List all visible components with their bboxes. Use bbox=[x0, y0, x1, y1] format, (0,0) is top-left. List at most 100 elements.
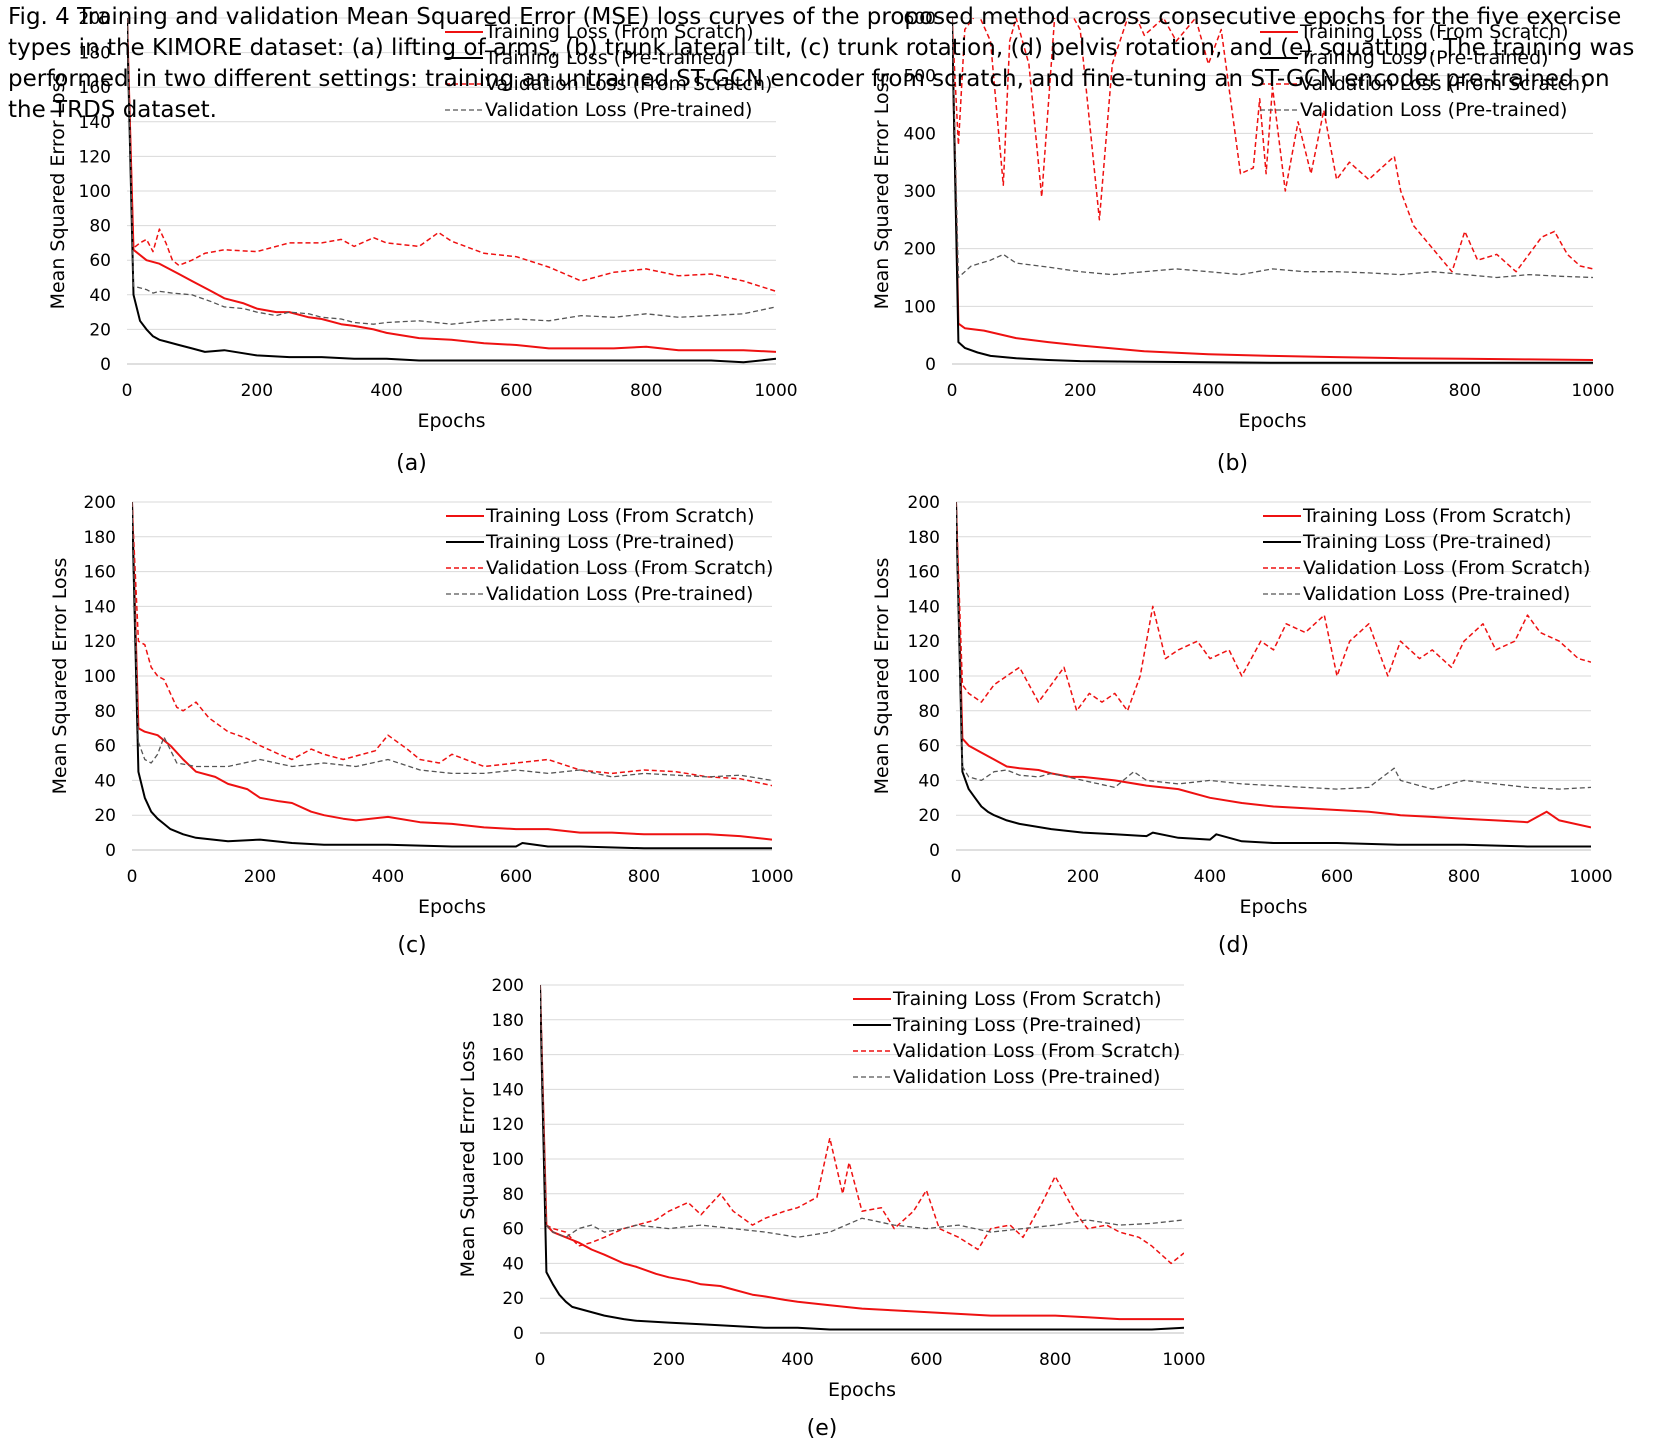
series-line-1 bbox=[132, 502, 772, 841]
y-tick-label: 0 bbox=[513, 1324, 524, 1344]
legend-label: Validation Loss (From Scratch) bbox=[485, 73, 772, 95]
y-tick-label: 0 bbox=[100, 355, 111, 375]
y-tick-label: 100 bbox=[904, 297, 936, 317]
y-tick-label: 140 bbox=[84, 597, 116, 617]
x-tick-label: 0 bbox=[947, 381, 958, 401]
y-axis-title: Mean Squared Error Loss bbox=[457, 1041, 479, 1278]
figure-caption: Fig. 4 Training and validation Mean Squa… bbox=[8, 4, 1635, 123]
x-tick-label: 400 bbox=[1194, 867, 1226, 887]
y-tick-label: 180 bbox=[84, 528, 116, 548]
y-tick-label: 80 bbox=[502, 1185, 524, 1205]
chart-panel-1: 0 20 40 60 80 100 120 140 160 180 200 0 200 400 600 800… bbox=[47, 9, 798, 476]
y-tick-label: 200 bbox=[79, 9, 111, 29]
x-tick-label: 1000 bbox=[1571, 381, 1614, 401]
y-axis-title: Mean Squared Error Loss bbox=[871, 73, 893, 310]
legend: Training Loss (From Scratch) Training Los… bbox=[1263, 505, 1590, 605]
y-tick-label: 180 bbox=[908, 528, 940, 548]
x-tick-label: 1000 bbox=[754, 381, 797, 401]
y-tick-label: 20 bbox=[94, 806, 116, 826]
series-line-2 bbox=[127, 18, 776, 364]
y-tick-label: 60 bbox=[94, 737, 116, 757]
legend-label: Validation Loss (Pre-trained) bbox=[893, 1066, 1160, 1088]
y-tick-label: 160 bbox=[79, 78, 111, 98]
x-tick-label: 0 bbox=[127, 867, 138, 887]
y-tick-label: 80 bbox=[918, 702, 940, 722]
series-line-1 bbox=[127, 18, 776, 353]
series-line-4 bbox=[956, 502, 1591, 790]
series-line-2 bbox=[132, 502, 772, 850]
series-line-2 bbox=[956, 502, 1591, 848]
y-tick-label: 0 bbox=[929, 841, 940, 861]
legend-label: Training Loss (From Scratch) bbox=[1302, 505, 1572, 527]
series-line-3 bbox=[952, 18, 1593, 273]
y-tick-label: 60 bbox=[89, 251, 111, 271]
x-tick-label: 800 bbox=[1449, 381, 1481, 401]
series-line-4 bbox=[132, 502, 772, 782]
chart-panel-5: 0 20 40 60 80 100 120 140 160 180 200 0 200 400 600 800… bbox=[457, 976, 1206, 1441]
legend: Training Loss (From Scratch) Training Los… bbox=[853, 988, 1180, 1088]
x-tick-label: 800 bbox=[1039, 1350, 1071, 1370]
legend-label: Validation Loss (Pre-trained) bbox=[485, 99, 752, 121]
x-tick-label: 1000 bbox=[1162, 1350, 1205, 1370]
x-axis-title: Epochs bbox=[1239, 896, 1307, 918]
x-tick-label: 400 bbox=[781, 1350, 813, 1370]
x-tick-label: 800 bbox=[628, 867, 660, 887]
y-tick-label: 200 bbox=[908, 493, 940, 513]
x-tick-label: 600 bbox=[1320, 381, 1352, 401]
y-tick-label: 80 bbox=[94, 702, 116, 722]
series-line-4 bbox=[952, 18, 1593, 279]
y-tick-label: 100 bbox=[84, 667, 116, 687]
y-tick-label: 40 bbox=[94, 771, 116, 791]
chart-panel-2: 0 100 200 300 400 500 600 0 200 400 600 800 1000 Epoc… bbox=[871, 9, 1615, 476]
chart-panel-3: 0 20 40 60 80 100 120 140 160 180 200 0 200 400 600 800… bbox=[49, 493, 794, 958]
y-tick-label: 180 bbox=[492, 1011, 524, 1031]
legend-label: Training Loss (From Scratch) bbox=[892, 988, 1162, 1010]
series-line-4 bbox=[540, 985, 1184, 1238]
x-tick-label: 0 bbox=[951, 867, 962, 887]
x-tick-label: 200 bbox=[244, 867, 276, 887]
x-tick-label: 800 bbox=[630, 381, 662, 401]
y-tick-label: 500 bbox=[904, 67, 936, 87]
panel-label: (e) bbox=[807, 1416, 838, 1441]
y-tick-label: 120 bbox=[79, 147, 111, 167]
legend-label: Training Loss (Pre-trained) bbox=[1299, 47, 1549, 69]
legend-label: Training Loss (From Scratch) bbox=[484, 21, 754, 43]
y-tick-label: 120 bbox=[84, 632, 116, 652]
legend-label: Training Loss (Pre-trained) bbox=[485, 531, 735, 553]
y-tick-label: 100 bbox=[79, 182, 111, 202]
y-tick-label: 40 bbox=[502, 1254, 524, 1274]
y-tick-label: 200 bbox=[84, 493, 116, 513]
y-tick-label: 20 bbox=[918, 806, 940, 826]
x-tick-label: 400 bbox=[1192, 381, 1224, 401]
y-tick-label: 80 bbox=[89, 217, 111, 237]
series-line-1 bbox=[952, 18, 1593, 361]
series-line-3 bbox=[132, 502, 772, 787]
y-tick-label: 140 bbox=[79, 113, 111, 133]
legend-label: Validation Loss (From Scratch) bbox=[1303, 557, 1590, 579]
legend-label: Validation Loss (Pre-trained) bbox=[1300, 99, 1567, 121]
y-tick-label: 40 bbox=[918, 771, 940, 791]
y-tick-label: 140 bbox=[492, 1080, 524, 1100]
x-tick-label: 800 bbox=[1448, 867, 1480, 887]
series-line-2 bbox=[540, 985, 1184, 1331]
legend-label: Training Loss (From Scratch) bbox=[485, 505, 755, 527]
x-tick-label: 400 bbox=[370, 381, 402, 401]
y-tick-label: 20 bbox=[89, 320, 111, 340]
y-tick-label: 60 bbox=[918, 737, 940, 757]
series-line-3 bbox=[127, 18, 776, 293]
y-tick-label: 60 bbox=[502, 1220, 524, 1240]
y-tick-label: 160 bbox=[908, 563, 940, 583]
y-axis-title: Mean Squared Error Loss bbox=[871, 558, 893, 795]
legend-label: Training Loss (Pre-trained) bbox=[892, 1014, 1142, 1036]
y-tick-label: 160 bbox=[492, 1046, 524, 1066]
chart-panel-4: 0 20 40 60 80 100 120 140 160 180 200 0 200 400 600 800… bbox=[871, 493, 1613, 958]
y-tick-label: 0 bbox=[925, 355, 936, 375]
x-tick-label: 600 bbox=[910, 1350, 942, 1370]
y-tick-label: 200 bbox=[492, 976, 524, 996]
series-line-4 bbox=[127, 18, 776, 325]
y-tick-label: 0 bbox=[105, 841, 116, 861]
x-tick-label: 400 bbox=[372, 867, 404, 887]
y-tick-label: 200 bbox=[904, 240, 936, 260]
series-line-3 bbox=[956, 502, 1591, 712]
